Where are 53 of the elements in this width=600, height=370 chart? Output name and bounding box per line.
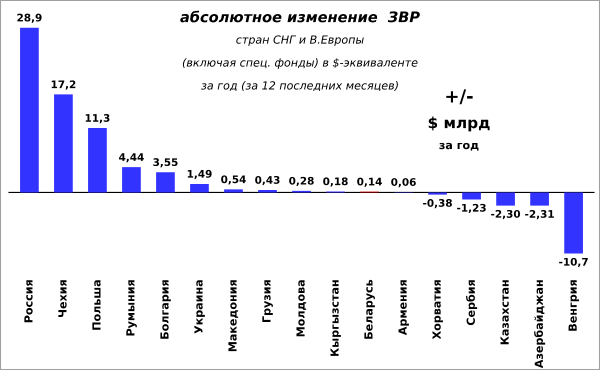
bar xyxy=(496,192,515,206)
annotation: $ млрд xyxy=(428,116,490,132)
data-label: 0,43 xyxy=(255,176,280,186)
data-label: 28,9 xyxy=(17,14,42,23)
bar xyxy=(156,172,175,192)
bar xyxy=(224,189,243,192)
x-tick-label: Армения xyxy=(398,280,409,336)
bar xyxy=(122,167,141,192)
data-label: -2,30 xyxy=(491,210,520,220)
x-tick-label: Болгария xyxy=(160,280,171,339)
x-tick-label: Беларусь xyxy=(364,280,375,339)
data-label: 17,2 xyxy=(52,80,76,90)
bar xyxy=(88,128,107,192)
data-label: 1,49 xyxy=(188,170,212,180)
text: (включая спец. фонды) в $-эквиваленте xyxy=(182,58,418,69)
data-label: 3,55 xyxy=(153,158,178,168)
data-label: 11,3 xyxy=(86,114,110,124)
bar xyxy=(20,28,39,192)
data-label: 0,06 xyxy=(391,178,416,188)
chart-title: абсолютное изменение ЗВР xyxy=(180,10,420,22)
bar xyxy=(462,192,481,200)
x-tick-label: Кыргызстан xyxy=(330,280,341,356)
bar xyxy=(428,192,447,195)
bar xyxy=(564,192,583,254)
bar xyxy=(190,184,209,192)
annotation: за год xyxy=(439,142,478,151)
x-tick-label: Чехия xyxy=(58,280,67,318)
bar xyxy=(530,192,549,206)
data-label: 0,54 xyxy=(221,175,246,185)
data-label: -0,38 xyxy=(423,198,452,208)
x-tick-label: Румыния xyxy=(126,280,137,336)
data-label: 0,28 xyxy=(289,176,314,186)
x-tick-label: Молдова xyxy=(296,280,306,336)
text: за год (за 12 последних месяцев) xyxy=(201,81,398,92)
x-tick-label: Азербайджан xyxy=(534,280,546,368)
x-tick-label: Хорватия xyxy=(432,280,443,340)
data-label: 0,14 xyxy=(357,178,382,187)
x-tick-label: Македония xyxy=(228,280,238,352)
x-tick-label: Грузия xyxy=(262,280,273,322)
annotation: +/- xyxy=(446,89,473,104)
data-label: -1,23 xyxy=(457,204,486,214)
x-tick-label: Россия xyxy=(24,280,33,322)
data-label: 0,18 xyxy=(323,177,348,187)
data-label: 4,44 xyxy=(119,153,144,162)
bar xyxy=(54,94,73,192)
data-label: -10,7 xyxy=(559,258,588,268)
x-tick-label: Венгрия xyxy=(568,280,579,331)
text: стран СНГ и В.Европы xyxy=(236,35,364,46)
data-label: -2,31 xyxy=(525,210,554,220)
x-tick-label: Сербия xyxy=(466,280,478,326)
x-tick-label: Польша xyxy=(92,280,101,330)
x-tick-label: Украина xyxy=(194,280,205,334)
x-tick-label: Казахстан xyxy=(500,280,509,344)
